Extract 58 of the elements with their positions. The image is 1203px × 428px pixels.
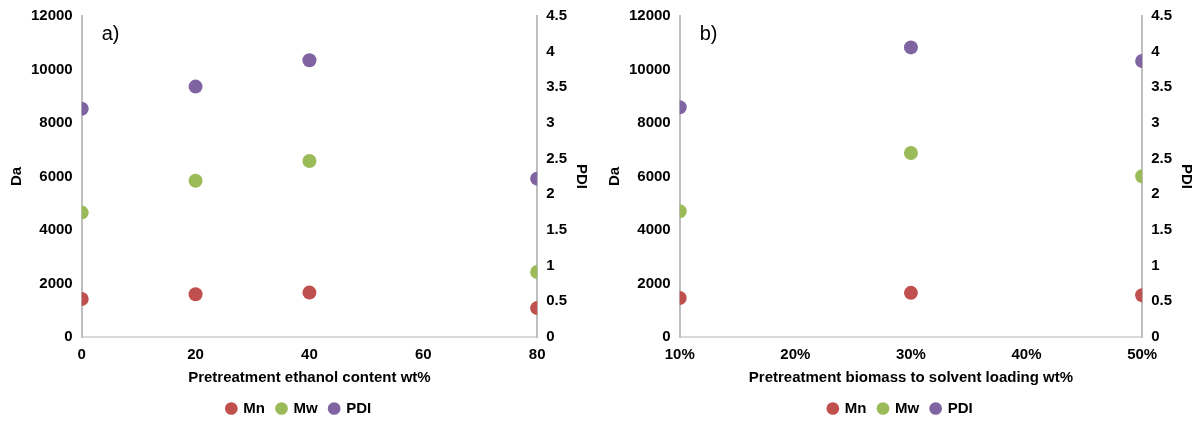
y2-tick-label: 4 [1151, 41, 1161, 59]
legend-label: Mn [243, 398, 266, 416]
x-axis-title: Pretreatment ethanol content wt% [188, 368, 431, 386]
x-tick-label: 80 [528, 345, 546, 363]
y2-tick-label: 2 [1151, 184, 1160, 202]
y-tick-label: 4000 [39, 220, 73, 238]
x-axis-title: Pretreatment biomass to solvent loading wt% [748, 368, 1074, 386]
y-axis-title: Da [605, 166, 623, 187]
y2-tick-label: 0 [1151, 327, 1160, 345]
legend-label: Mw [895, 398, 920, 416]
y-tick-label: 2000 [39, 273, 73, 291]
y2-tick-label: 3 [1151, 113, 1160, 131]
y-tick-label: 10000 [30, 59, 73, 77]
y2-tick-label: 0.5 [546, 291, 568, 309]
y2-tick-label: 1.5 [546, 220, 568, 238]
legend-label: PDI [346, 398, 372, 416]
y-tick-label: 6000 [637, 166, 671, 184]
x-tick-label: 20% [780, 345, 811, 363]
x-tick-label: 10% [664, 345, 695, 363]
y-tick-label: 6000 [39, 166, 73, 184]
annotation: a) [101, 21, 120, 44]
y2-tick-label: 4.5 [546, 6, 568, 24]
y2-tick-label: 1.5 [1151, 220, 1173, 238]
y2-tick-label: 2 [546, 184, 555, 202]
x-tick-label: 0 [77, 345, 86, 363]
y2-tick-label: 3.5 [1151, 77, 1173, 95]
legend-label: PDI [947, 398, 973, 416]
y2-tick-label: 2.5 [546, 148, 568, 166]
y2-tick-label: 0.5 [1151, 291, 1173, 309]
annotation: b) [699, 21, 718, 44]
y-tick-label: 8000 [637, 113, 671, 131]
y2-tick-label: 3 [546, 113, 555, 131]
y-axis-title: Da [7, 166, 25, 187]
y-tick-label: 8000 [39, 113, 73, 131]
x-tick-label: 40% [1011, 345, 1042, 363]
legend-label: Mn [844, 398, 867, 416]
y2-tick-label: 3.5 [546, 77, 568, 95]
y2-tick-label: 4 [546, 41, 556, 59]
y-tick-label: 12000 [628, 6, 671, 24]
y-tick-label: 10000 [628, 59, 671, 77]
y2-tick-label: 2.5 [1151, 148, 1173, 166]
y2-tick-label: 0 [546, 327, 555, 345]
y2-axis-title: PDI [1178, 163, 1196, 190]
x-tick-label: 60 [414, 345, 432, 363]
y-tick-label: 0 [64, 327, 73, 345]
legend-label: Mw [293, 398, 318, 416]
x-tick-label: 50% [1127, 345, 1158, 363]
x-tick-label: 40 [301, 345, 318, 363]
y-tick-label: 4000 [637, 220, 671, 238]
y-tick-label: 12000 [30, 6, 73, 24]
x-tick-label: 20 [187, 345, 204, 363]
y2-tick-label: 4.5 [1151, 6, 1173, 24]
y-tick-label: 0 [662, 327, 671, 345]
y2-tick-label: 1 [546, 255, 555, 273]
y-tick-label: 2000 [637, 273, 671, 291]
y2-axis-title: PDI [573, 163, 591, 190]
x-tick-label: 30% [895, 345, 926, 363]
y2-tick-label: 1 [1151, 255, 1160, 273]
